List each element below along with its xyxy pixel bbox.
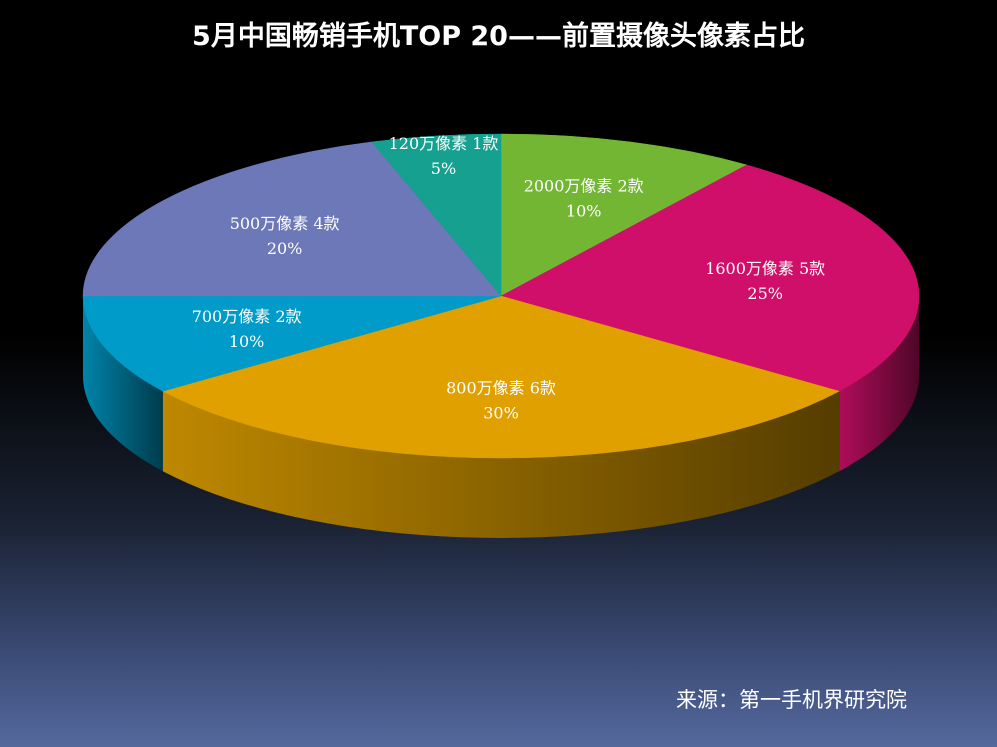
slice-percent-5004: 20% [267, 239, 303, 258]
pie-sides [83, 296, 919, 538]
slice-label-7002: 700万像素 2款 [192, 307, 302, 326]
slice-percent-8006: 30% [483, 404, 519, 423]
pie-slice-7002 [82, 295, 502, 392]
chart-title: 5月中国畅销手机TOP 20——前置摄像头像素占比 [192, 21, 805, 52]
slice-percent-16005: 25% [747, 284, 783, 303]
slice-label-1201: 120万像素 1款 [389, 134, 499, 153]
pie-slices [82, 133, 920, 459]
pie-slice-16005 [500, 164, 920, 392]
pie-side-7002 [83, 296, 163, 472]
slice-label-8006: 800万像素 6款 [446, 379, 556, 398]
pie-slice-1201 [371, 133, 502, 297]
slice-label-20002: 2000万像素 2款 [524, 176, 644, 195]
pie-labels: 2000万像素 2款 10% 1600万像素 5款 25% 800万像素 6款 30% 70… [192, 134, 826, 423]
pie-side-16005 [839, 296, 919, 472]
pie-slice-5004 [82, 141, 502, 297]
slice-percent-1201: 5% [431, 159, 456, 178]
pie-slice-20002 [500, 133, 748, 297]
pie-side-8006 [162, 391, 840, 538]
slice-percent-7002: 10% [229, 332, 265, 351]
pie-slice-8006 [162, 295, 840, 459]
slice-label-16005: 1600万像素 5款 [705, 259, 825, 278]
slice-percent-20002: 10% [566, 201, 602, 220]
slice-label-5004: 500万像素 4款 [230, 214, 340, 233]
source-note: 来源：第一手机界研究院 [676, 688, 907, 712]
